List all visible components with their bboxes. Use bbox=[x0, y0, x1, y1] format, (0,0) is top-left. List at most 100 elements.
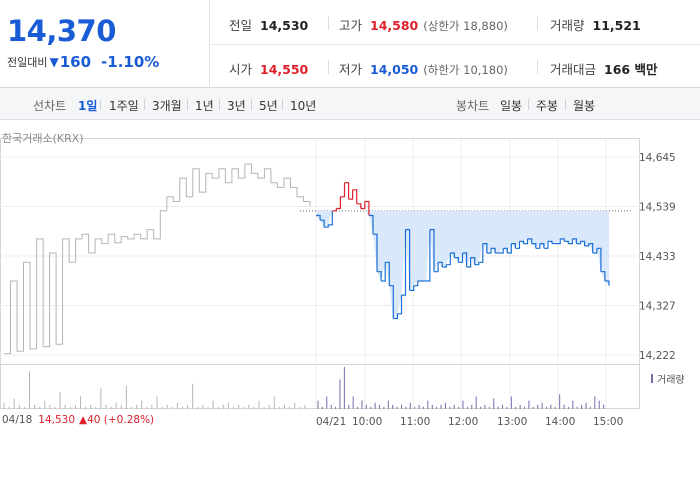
prev-session-info: 04/18 14,530 ▲ 40 (+0.28%) bbox=[2, 414, 154, 426]
today-line-segment bbox=[413, 281, 419, 287]
chart-canvas: 14,645 14,539 14,433 14,327 14,222 04/21 10:00… bbox=[0, 138, 676, 428]
today-line-segment bbox=[531, 243, 537, 249]
today-line-segment bbox=[409, 285, 415, 291]
volume-legend: 거래량 bbox=[651, 371, 685, 386]
candle-chart-title: 봉차트 bbox=[456, 99, 490, 113]
x-tick-label: 15:00 bbox=[593, 416, 623, 428]
today-line-segment bbox=[373, 233, 378, 272]
exchange-label: 한국거래소(KRX) bbox=[2, 132, 84, 145]
candle-daily[interactable]: 일봉 bbox=[500, 99, 523, 113]
stat-value: 14,050 bbox=[370, 62, 419, 77]
divider bbox=[565, 99, 566, 110]
prev-session-change: 40 (+0.28%) bbox=[87, 414, 155, 426]
today-line-segment bbox=[446, 253, 451, 266]
period-1w[interactable]: 1주일 bbox=[109, 99, 139, 113]
today-line-segment bbox=[344, 182, 350, 200]
today-line-segment bbox=[442, 264, 447, 268]
divider bbox=[282, 99, 283, 110]
candle-monthly[interactable]: 월봉 bbox=[573, 99, 596, 113]
change-label: 전일대비 bbox=[7, 56, 48, 69]
today-line-segment bbox=[438, 261, 443, 267]
volume-legend-label: 거래량 bbox=[657, 375, 685, 386]
today-line-segment bbox=[568, 238, 573, 245]
today-line-segment bbox=[336, 196, 341, 210]
today-line-segment bbox=[527, 238, 533, 244]
today-line-segment bbox=[511, 243, 516, 249]
line-chart-title: 선차트 bbox=[33, 99, 67, 113]
today-line-segment bbox=[588, 243, 594, 253]
stat-open: 시가 14,550 bbox=[229, 59, 308, 78]
divider bbox=[100, 99, 101, 110]
volume-legend-swatch bbox=[651, 374, 653, 383]
y-tick-label: 14,327 bbox=[639, 301, 676, 313]
current-price: 14,370 bbox=[7, 14, 116, 48]
x-tick-label: 13:00 bbox=[497, 416, 527, 428]
stat-trade-value: 거래대금 166 백만 bbox=[550, 59, 657, 78]
today-line-segment bbox=[466, 257, 472, 268]
stat-label: 고가 bbox=[339, 18, 363, 33]
today-line-segment bbox=[478, 243, 484, 263]
stat-high: 고가 14,580 (상한가 18,880) bbox=[339, 15, 508, 34]
divider bbox=[537, 60, 538, 74]
today-line-segment bbox=[328, 210, 333, 226]
down-triangle-icon: ▼ bbox=[49, 55, 59, 69]
stats-divider bbox=[211, 44, 700, 45]
today-line-segment bbox=[368, 214, 374, 235]
stat-value: 14,580 bbox=[370, 18, 419, 33]
divider bbox=[219, 99, 220, 110]
prev-session-line bbox=[4, 163, 311, 355]
below-ref-fill bbox=[316, 210, 609, 319]
today-line-segment bbox=[596, 247, 602, 272]
price-chart: 14,645 14,539 14,433 14,327 14,222 04/21 10:00… bbox=[0, 121, 700, 490]
change-rate: -1.10% bbox=[101, 53, 160, 71]
today-line-segment bbox=[580, 240, 586, 246]
today-line-segment bbox=[519, 240, 525, 244]
today-line-segment bbox=[332, 208, 337, 212]
today-line-segment bbox=[462, 252, 468, 267]
today-line-segment bbox=[340, 182, 346, 198]
x-tick-label: 10:00 bbox=[352, 416, 382, 428]
today-line-segment bbox=[592, 248, 598, 254]
today-line-segment bbox=[401, 229, 407, 296]
today-line-segment bbox=[352, 189, 358, 204]
period-3y[interactable]: 3년 bbox=[227, 99, 246, 113]
up-triangle-icon: ▲ bbox=[79, 414, 88, 426]
stat-value: 11,521 bbox=[592, 18, 641, 33]
period-10y[interactable]: 10년 bbox=[290, 99, 317, 113]
today-line-segment bbox=[434, 262, 439, 273]
today-line-segment bbox=[385, 261, 390, 286]
today-line-segment bbox=[474, 262, 480, 266]
period-3m[interactable]: 3개월 bbox=[152, 99, 182, 113]
today-line-segment bbox=[316, 214, 321, 221]
price-summary: 14,370 전일대비 ▼ 160 -1.10% bbox=[0, 0, 210, 88]
candle-weekly[interactable]: 주봉 bbox=[536, 99, 559, 113]
stat-label: 거래량 bbox=[550, 18, 585, 33]
today-line-segment bbox=[600, 271, 606, 281]
stat-label: 저가 bbox=[339, 62, 363, 77]
divider bbox=[328, 60, 329, 74]
period-1y[interactable]: 1년 bbox=[195, 99, 214, 113]
today-line-segment bbox=[348, 189, 354, 200]
today-line-segment bbox=[360, 201, 366, 210]
today-line-segment bbox=[381, 262, 386, 282]
stat-sub: (상한가 18,880) bbox=[423, 19, 508, 33]
today-line-segment bbox=[470, 257, 476, 265]
today-line-segment bbox=[539, 243, 545, 249]
quote-header: 14,370 전일대비 ▼ 160 -1.10% 전일 14,530 고가 14… bbox=[0, 0, 700, 88]
plot-frame bbox=[0, 138, 640, 409]
today-line-segment bbox=[556, 238, 561, 245]
stat-low: 저가 14,050 (하한가 10,180) bbox=[339, 59, 508, 78]
period-5y[interactable]: 5년 bbox=[259, 99, 278, 113]
prev-session-date: 04/18 bbox=[2, 414, 33, 426]
y-tick-label: 14,433 bbox=[639, 251, 676, 263]
today-line-segment bbox=[405, 229, 411, 291]
today-line-segment bbox=[320, 219, 325, 228]
stat-value: 14,550 bbox=[260, 62, 309, 77]
x-tick-label: 04/21 bbox=[316, 416, 346, 428]
today-line-segment bbox=[486, 248, 492, 254]
stat-value: 166 백만 bbox=[604, 62, 658, 77]
period-1d[interactable]: 1일 bbox=[78, 99, 98, 113]
today-line-segment bbox=[515, 241, 521, 249]
today-line-segment bbox=[454, 257, 459, 263]
stat-volume: 거래량 11,521 bbox=[550, 15, 641, 34]
